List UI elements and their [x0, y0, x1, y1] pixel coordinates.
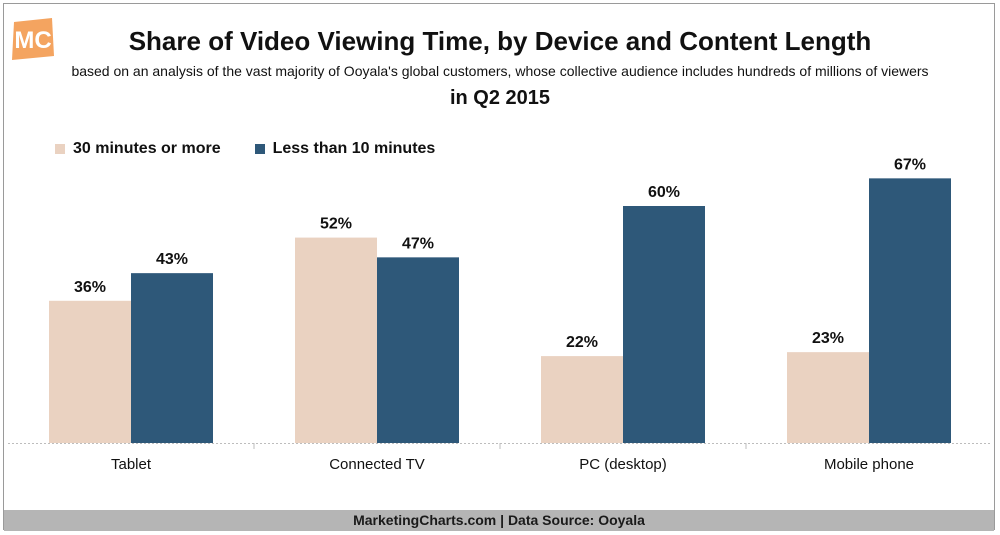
data-label-pc-desktop-less-than-10: 60%	[648, 184, 680, 201]
bar-pc-desktop-less-than-10	[623, 206, 705, 443]
legend-swatch-less-than-10	[254, 144, 265, 154]
marketingcharts-logo: MC	[12, 18, 54, 60]
category-label-tablet: Tablet	[111, 456, 152, 473]
bar-mobile-phone-30-minutes	[787, 352, 869, 443]
chart-title: Share of Video Viewing Time, by Device a…	[128, 26, 872, 56]
category-label-mobile-phone: Mobile phone	[824, 456, 914, 473]
bar-tablet-less-than-10	[131, 273, 213, 443]
legend-swatch-30-minutes	[55, 144, 65, 154]
data-label-tablet-30-minutes: 36%	[74, 279, 106, 296]
bar-connected-tv-less-than-10	[377, 257, 459, 443]
legend-label-30-minutes: 30 minutes or more	[73, 140, 221, 157]
logo-background	[12, 18, 54, 60]
bar-mobile-phone-less-than-10	[869, 178, 951, 443]
legend-label-less-than-10: Less than 10 minutes	[272, 140, 436, 157]
bar-tablet-30-minutes	[49, 300, 131, 443]
chart-period: in Q2 2015	[449, 87, 551, 109]
category-label-pc-desktop: PC (desktop)	[579, 456, 667, 473]
legend-item-30-minutes: 30 minutes or more	[55, 140, 221, 158]
chart-subtitle: based on an analysis of the vast majorit…	[71, 63, 929, 79]
logo-text: MC	[14, 27, 51, 54]
data-label-pc-desktop-30-minutes: 22%	[566, 334, 598, 351]
data-label-connected-tv-30-minutes: 52%	[320, 216, 352, 233]
footer-source: MarketingCharts.com | Data Source: Ooyal…	[4, 510, 994, 531]
chart-legend: 30 minutes or more Less than 10 minutes	[55, 140, 435, 158]
bar-pc-desktop-30-minutes	[541, 356, 623, 443]
data-label-connected-tv-less-than-10: 47%	[402, 235, 434, 252]
data-label-mobile-phone-30-minutes: 23%	[812, 330, 844, 347]
data-label-mobile-phone-less-than-10: 67%	[894, 156, 926, 173]
bar-connected-tv-30-minutes	[295, 237, 377, 443]
data-label-tablet-less-than-10: 43%	[156, 251, 188, 268]
legend-item-less-than-10: Less than 10 minutes	[254, 140, 436, 158]
category-label-connected-tv: Connected TV	[329, 456, 425, 473]
